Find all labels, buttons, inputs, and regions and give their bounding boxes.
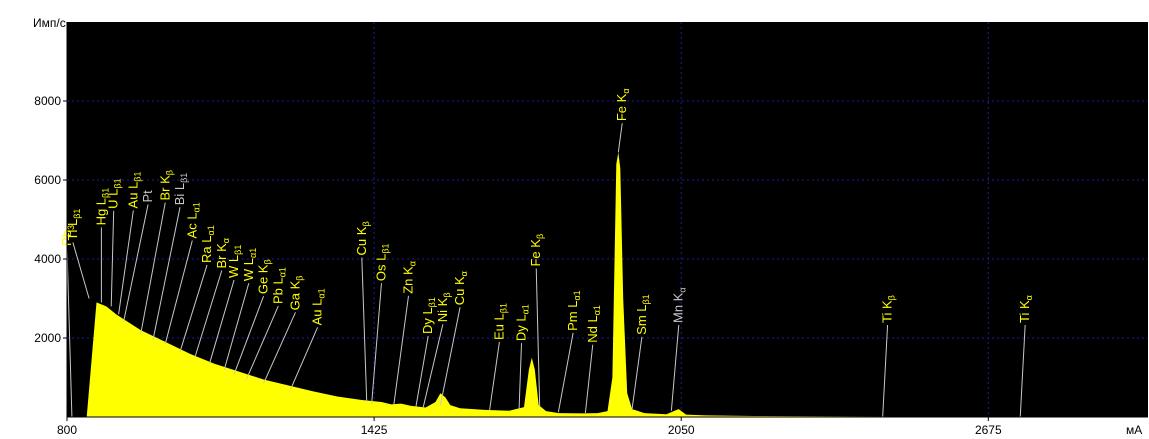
peak-label: Hg Lβ1 — [93, 188, 110, 226]
peak-label: W Lβ1 — [226, 245, 243, 278]
x-tick-label: 800 — [57, 423, 77, 437]
peak-label: Sm Lβ1 — [634, 294, 651, 335]
peak-leader-line — [123, 204, 149, 323]
peak-label: Ac Lα1 — [184, 202, 201, 238]
peak-label: Fe Kβ — [528, 234, 545, 267]
peak-label: Pm Lα1 — [565, 290, 582, 331]
peak-label: Br Kα — [214, 238, 231, 269]
peak-leader-line — [290, 327, 319, 390]
peak-label: Ti Kβ — [880, 295, 897, 323]
peak-label: Cu Kα — [452, 271, 469, 305]
y-tick-label: 6000 — [34, 173, 61, 187]
peak-leader-line — [670, 324, 680, 411]
peak-leader-line — [557, 332, 574, 413]
peak-leader-line — [882, 324, 889, 418]
peak-leader-line — [439, 307, 461, 406]
peak-label: Dy Lα1 — [514, 304, 531, 341]
peak-leader-line — [371, 283, 382, 405]
peak-label: Tl Lβ1 — [65, 209, 82, 241]
peak-label: Ge Kβ — [256, 259, 273, 294]
peak-leader-line — [489, 341, 500, 411]
peak-leader-line — [194, 270, 223, 358]
peak-leader-line — [209, 279, 235, 364]
y-tick-label: 8000 — [34, 94, 61, 108]
peak-leader-line — [72, 242, 90, 299]
peak-label: Dy Lβ1 — [420, 297, 437, 334]
peak-leader-line — [617, 123, 623, 153]
peak-leader-line — [535, 268, 541, 408]
y-tick-label: 2000 — [34, 331, 61, 345]
peak-label: Fe Kα — [614, 88, 631, 121]
spectrum-area — [67, 152, 1148, 418]
peak-leader-line — [422, 324, 444, 408]
plot-area — [67, 22, 1148, 417]
peak-leader-line — [584, 344, 594, 414]
peak-label: Pb Lα1 — [270, 267, 287, 304]
peak-label: Nd Lα1 — [585, 305, 602, 343]
x-tick-label: 1425 — [361, 423, 388, 437]
grid-lines — [67, 22, 1148, 417]
peak-leader-line — [631, 336, 643, 410]
y-tick-label: 4000 — [34, 252, 61, 266]
peak-leader-line — [223, 282, 250, 370]
peak-leader-line — [118, 210, 134, 315]
peak-leader-line — [1019, 324, 1026, 418]
peak-leader-line — [263, 312, 296, 384]
peak-label: W Lα1 — [241, 248, 258, 281]
peak-label: Ni Kβ — [435, 292, 452, 322]
peak-leader-line — [393, 295, 409, 406]
peak-leader-line — [179, 264, 208, 352]
peak-leader-line — [245, 305, 279, 380]
peak-label: Eu Lβ1 — [491, 303, 508, 340]
x-tick-label: 2050 — [668, 423, 695, 437]
peak-label: U Lβ1 — [106, 178, 123, 208]
peak-label: Ti Kα — [1017, 295, 1034, 323]
peak-leader-line — [415, 335, 429, 408]
peak-label: Ra Lα1 — [199, 225, 216, 263]
peak-label: Ga Kβ — [287, 276, 304, 311]
peak-leader-line — [518, 343, 523, 410]
peak-label: Zn Kα — [400, 261, 417, 294]
peak-leader-line — [164, 240, 193, 345]
peak-leader-line — [233, 295, 265, 375]
peak-label: Bi Lβ1 — [172, 173, 189, 206]
x-axis-label: мА — [1126, 423, 1142, 437]
peak-leader-line — [110, 210, 115, 307]
peak-label: Br Kβ — [157, 170, 174, 200]
axis-ticks: 2000 4000 6000 8000 800 1425 2050 2675 — [34, 94, 1002, 437]
peak-label: Au Lα1 — [310, 288, 327, 325]
x-tick-label: 2675 — [975, 423, 1002, 437]
peak-label: Pt — [140, 190, 155, 203]
peak-leader-line — [140, 202, 166, 335]
peak-leader-line — [152, 207, 181, 341]
peak-label: Os Lβ1 — [373, 243, 390, 281]
peak-leader-line — [361, 257, 368, 403]
peak-label: Mn Kα — [671, 287, 688, 323]
y-axis-label: Имп/с — [33, 16, 66, 30]
peak-label: Au Lβ1 — [125, 172, 142, 209]
peak-label: Cu Kβ — [354, 221, 371, 255]
peak-leader-line — [66, 247, 73, 418]
